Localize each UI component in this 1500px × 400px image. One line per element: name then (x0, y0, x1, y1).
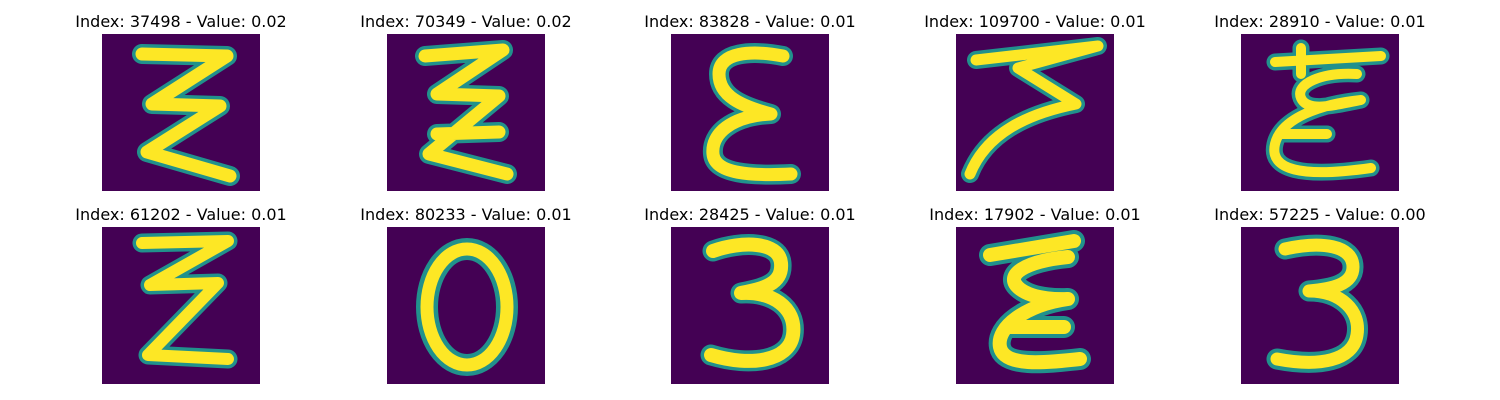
digit-image (671, 34, 829, 191)
slanted-z-glyph (961, 37, 1107, 183)
digit-image (956, 227, 1114, 384)
digit-image (102, 227, 260, 384)
zigzag-e-shape-glyph (415, 40, 517, 184)
digit-image (1241, 227, 1399, 384)
three-open-glyph (1266, 234, 1368, 373)
looped-epsilon-glyph (1265, 39, 1390, 181)
sample-panel: Index: 37498 - Value: 0.02 (31, 10, 331, 191)
digit-image (102, 34, 260, 191)
three-glyph (700, 234, 804, 372)
sample-panel: Index: 57225 - Value: 0.00 (1170, 203, 1470, 384)
zigzag-three-stroke-glyph (132, 44, 240, 186)
sample-panel: Index: 61202 - Value: 0.01 (31, 203, 331, 384)
sample-panel: Index: 70349 - Value: 0.02 (316, 10, 616, 191)
digit-image (387, 227, 545, 384)
sample-title: Index: 17902 - Value: 0.01 (929, 205, 1141, 224)
sample-title: Index: 83828 - Value: 0.01 (644, 12, 856, 31)
sample-title: Index: 61202 - Value: 0.01 (75, 205, 287, 224)
sample-panel: Index: 28425 - Value: 0.01 (600, 203, 900, 384)
sample-panel: Index: 28910 - Value: 0.01 (1170, 10, 1470, 191)
sample-panel: Index: 109700 - Value: 0.01 (885, 10, 1185, 191)
sample-title: Index: 28910 - Value: 0.01 (1214, 12, 1426, 31)
digit-image (956, 34, 1114, 191)
sample-panel: Index: 17902 - Value: 0.01 (885, 203, 1185, 384)
sample-title: Index: 57225 - Value: 0.00 (1214, 205, 1426, 224)
sample-panel: Index: 80233 - Value: 0.01 (316, 203, 616, 384)
bold-epsilon-glyph (979, 230, 1091, 374)
sample-panel: Index: 83828 - Value: 0.01 (600, 10, 900, 191)
epsilon-glyph (702, 43, 801, 185)
sample-title: Index: 37498 - Value: 0.02 (75, 12, 287, 31)
zigzag-z-glyph (132, 231, 238, 369)
digit-image (387, 34, 545, 191)
digit-image (671, 227, 829, 384)
sample-title: Index: 109700 - Value: 0.01 (924, 12, 1146, 31)
digit-image (1241, 34, 1399, 191)
sample-title: Index: 80233 - Value: 0.01 (360, 205, 572, 224)
zero-glyph (416, 238, 518, 376)
sample-title: Index: 70349 - Value: 0.02 (360, 12, 572, 31)
sample-title: Index: 28425 - Value: 0.01 (644, 205, 856, 224)
